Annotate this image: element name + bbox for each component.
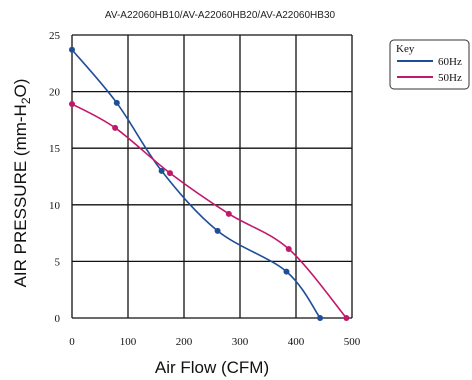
data-point-0-4	[283, 268, 290, 275]
legend-label-60hz: 60Hz	[438, 56, 462, 68]
legend-title: Key	[396, 43, 415, 55]
y-axis-label-tail: O)	[11, 79, 30, 98]
x-tick-label-2: 200	[176, 336, 193, 348]
grid	[71, 34, 353, 319]
y-tick-label-2: 10	[49, 200, 61, 212]
series-line-0	[71, 49, 321, 319]
series-layer	[69, 46, 350, 321]
y-tick-label-1: 5	[55, 256, 61, 268]
series-line-1	[71, 103, 348, 319]
data-point-0-5	[317, 315, 324, 321]
y-tick-label-4: 20	[49, 87, 61, 99]
data-point-0-3	[214, 227, 221, 234]
y-axis-label-main: AIR PRESSURE (mm-H	[11, 104, 30, 287]
data-point-0-0	[69, 46, 75, 53]
y-axis-ticks: 0 5 10 15 20 25	[49, 30, 61, 325]
data-point-1-3	[225, 210, 232, 217]
y-axis-label: AIR PRESSURE (mm-H2O)	[11, 79, 33, 288]
y-tick-label-5: 25	[49, 30, 61, 42]
x-axis-label: Air Flow (CFM)	[155, 358, 269, 377]
legend-label-50hz: 50Hz	[438, 72, 462, 84]
y-axis-label-subscript: 2	[19, 97, 33, 104]
y-tick-label-3: 15	[49, 143, 61, 155]
x-tick-label-1: 100	[120, 336, 137, 348]
x-tick-label-3: 300	[232, 336, 249, 348]
data-point-1-0	[69, 101, 75, 108]
y-tick-label-0: 0	[55, 313, 61, 325]
x-tick-label-0: 0	[69, 336, 75, 348]
data-point-0-1	[113, 99, 120, 106]
data-point-1-5	[343, 315, 350, 321]
chart-title: AV-A22060HB10/AV-A22060HB20/AV-A22060HB3…	[105, 10, 336, 21]
x-tick-label-5: 500	[344, 336, 361, 348]
data-point-1-1	[112, 124, 119, 131]
data-point-0-2	[158, 167, 165, 174]
data-point-1-2	[167, 170, 173, 177]
x-axis-ticks: 0 100 200 300 400 500	[69, 336, 361, 348]
data-point-1-4	[285, 245, 292, 252]
x-tick-label-4: 400	[288, 336, 305, 348]
legend: Key 60Hz 50Hz	[389, 39, 470, 90]
